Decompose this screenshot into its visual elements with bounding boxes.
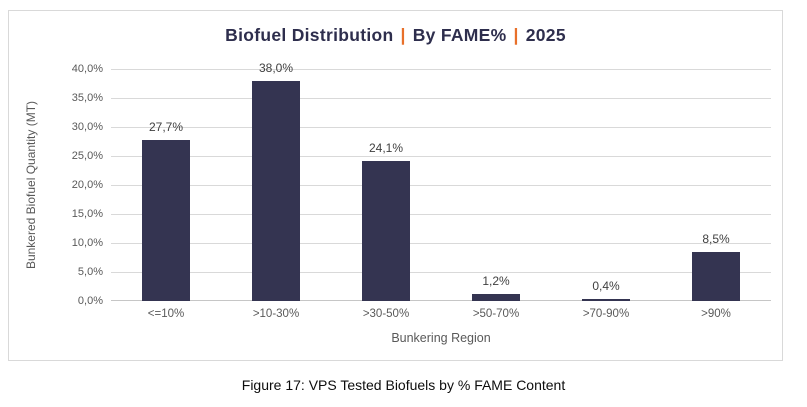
x-axis-title: Bunkering Region xyxy=(391,331,491,345)
y-tick-label: 40,0% xyxy=(71,63,103,75)
gridline xyxy=(111,156,771,157)
gridline xyxy=(111,214,771,215)
bar xyxy=(362,161,410,301)
x-tick-label: <=10% xyxy=(147,308,185,320)
figure-caption: Figure 17: VPS Tested Biofuels by % FAME… xyxy=(241,377,566,393)
chart-title-part1: Biofuel Distribution xyxy=(225,25,394,45)
bar-value-label: 8,5% xyxy=(702,231,730,246)
chart-title-part2: By FAME% xyxy=(412,25,507,45)
bar xyxy=(142,140,190,301)
y-tick-label: 15,0% xyxy=(71,208,103,220)
gridline xyxy=(111,69,771,70)
bar-value-label: 38,0% xyxy=(258,60,294,75)
bar xyxy=(472,294,520,301)
x-tick-label: >10-30% xyxy=(252,308,300,320)
title-separator: | xyxy=(513,25,519,45)
bar xyxy=(582,298,630,301)
y-tick-label: 20,0% xyxy=(71,179,103,191)
title-separator: | xyxy=(400,25,406,45)
x-tick-label: >50-70% xyxy=(472,308,520,320)
chart-card: Biofuel Distribution | By FAME% | 2025 Bunke… xyxy=(8,10,783,361)
y-tick-label: 35,0% xyxy=(71,92,103,104)
bar-value-label: 24,1% xyxy=(368,141,404,156)
x-axis-line xyxy=(111,300,771,301)
plot-area: 27,7% 38,0% 24,1% 1,2% 0,4% 8,5% xyxy=(111,61,771,301)
y-axis-ticks: 0,0% 5,0% 10,0% 15,0% 20,0% 25,0% 30,0% 35,0% 40… xyxy=(9,11,103,360)
y-tick-label: 0,0% xyxy=(77,295,103,307)
bar-value-label: 0,4% xyxy=(592,278,620,293)
x-tick-label: >90% xyxy=(701,308,731,320)
chart-title-part3: 2025 xyxy=(525,25,566,45)
y-tick-label: 10,0% xyxy=(71,237,103,249)
bar xyxy=(252,80,300,301)
x-tick-label: >30-50% xyxy=(362,308,410,320)
chart-title: Biofuel Distribution | By FAME% | 2025 xyxy=(9,25,782,46)
gridline xyxy=(111,127,771,128)
gridline xyxy=(111,272,771,273)
gridline xyxy=(111,185,771,186)
gridline xyxy=(111,243,771,244)
gridline xyxy=(111,98,771,99)
bar-value-label: 1,2% xyxy=(482,274,510,289)
bar xyxy=(692,251,740,301)
bar-value-label: 27,7% xyxy=(148,120,184,135)
y-tick-label: 25,0% xyxy=(71,150,103,162)
x-tick-label: >70-90% xyxy=(582,308,630,320)
y-tick-label: 5,0% xyxy=(77,266,103,278)
y-tick-label: 30,0% xyxy=(71,121,103,133)
